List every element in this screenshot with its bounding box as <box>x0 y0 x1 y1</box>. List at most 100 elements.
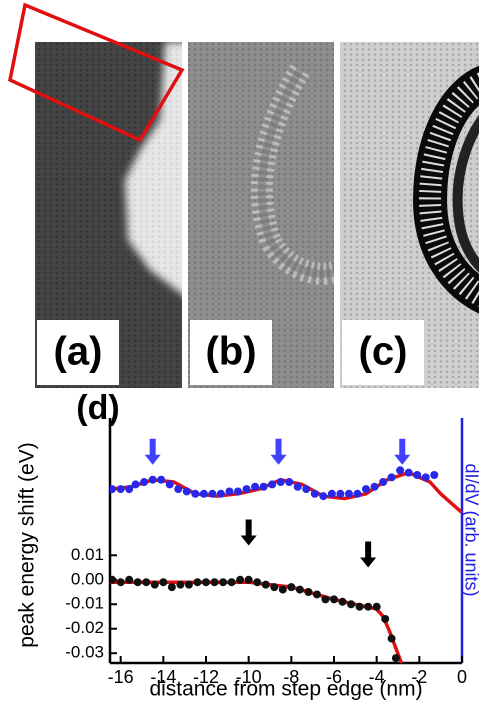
arrow <box>241 520 257 546</box>
data-point <box>183 487 191 495</box>
data-point <box>311 490 319 498</box>
data-point <box>373 603 381 611</box>
data-point <box>217 490 225 498</box>
data-point <box>125 576 133 584</box>
data-point <box>245 576 253 584</box>
data-point <box>379 478 387 486</box>
data-point <box>166 480 174 488</box>
data-point <box>151 581 159 589</box>
data-point <box>313 590 321 598</box>
panel-label: (b) <box>205 330 256 374</box>
arrow <box>360 542 376 568</box>
data-point <box>132 480 140 488</box>
data-point <box>356 603 364 611</box>
y-tick-label: -0.01 <box>65 594 104 613</box>
x-tick-label: -2 <box>411 667 427 687</box>
data-point <box>208 490 216 498</box>
data-point <box>353 490 361 498</box>
data-point <box>228 578 236 586</box>
y-axis-label: peak energy shift (eV) <box>16 442 39 647</box>
data-point <box>430 471 438 479</box>
x-tick-label: -12 <box>193 667 219 687</box>
plot-area <box>108 466 462 665</box>
data-point <box>392 654 400 662</box>
data-point <box>117 485 125 493</box>
data-point <box>279 586 287 594</box>
x-tick-label: -6 <box>326 667 342 687</box>
data-point <box>294 483 302 491</box>
data-point <box>193 578 201 586</box>
data-point <box>296 586 304 594</box>
y-tick-label: 0.00 <box>71 569 104 588</box>
x-tick-label: 0 <box>457 667 467 687</box>
data-point <box>388 473 396 481</box>
data-point <box>149 476 157 484</box>
data-point <box>328 490 336 498</box>
fit-line <box>110 582 402 665</box>
data-point <box>243 485 251 493</box>
data-point <box>336 490 344 498</box>
data-point <box>140 478 148 486</box>
data-point <box>287 583 295 591</box>
data-point <box>396 466 404 474</box>
data-point <box>125 485 133 493</box>
figure: (a) (b) (c) (d) distance from step edge … <box>0 0 479 702</box>
data-point <box>142 578 150 586</box>
data-point <box>234 487 242 495</box>
data-point <box>251 483 259 491</box>
data-point <box>422 473 430 481</box>
arrow <box>145 439 161 465</box>
data-point <box>330 595 338 603</box>
data-point <box>157 476 165 484</box>
data-point <box>413 471 421 479</box>
arrow <box>394 439 410 465</box>
y-tick-label: -0.02 <box>65 618 104 637</box>
data-point <box>219 578 227 586</box>
y2-axis-label: dI/dV (arb. units) <box>461 463 479 596</box>
data-point <box>262 581 270 589</box>
x-tick-label: -10 <box>236 667 262 687</box>
data-point <box>345 490 353 498</box>
data-point <box>285 478 293 486</box>
data-point <box>202 578 210 586</box>
data-point <box>225 487 233 495</box>
x-tick-label: -4 <box>369 667 385 687</box>
data-point <box>381 615 389 623</box>
data-point <box>347 600 355 608</box>
y-tick-label: 0.01 <box>71 545 104 564</box>
data-point <box>211 578 219 586</box>
data-point <box>371 483 379 491</box>
data-point <box>339 598 347 606</box>
data-point <box>159 578 167 586</box>
data-point <box>270 583 278 591</box>
data-point <box>302 485 310 493</box>
data-point <box>260 483 268 491</box>
panel-label: (a) <box>54 330 103 374</box>
data-point <box>321 595 329 603</box>
data-point <box>277 478 285 486</box>
data-point <box>185 581 193 589</box>
x-tick-label: -16 <box>108 667 134 687</box>
data-point <box>362 485 370 493</box>
data-point <box>191 490 199 498</box>
data-point <box>176 581 184 589</box>
data-point <box>134 578 142 586</box>
data-point <box>253 578 261 586</box>
arrow <box>271 439 287 465</box>
data-point <box>117 578 125 586</box>
data-point <box>174 485 182 493</box>
x-tick-label: -14 <box>150 667 176 687</box>
x-tick-label: -8 <box>283 667 299 687</box>
y-tick-label: -0.03 <box>65 643 104 662</box>
data-point <box>168 583 176 591</box>
data-point <box>268 480 276 488</box>
panel-label: (d) <box>76 389 119 427</box>
data-point <box>236 576 244 584</box>
data-point <box>388 635 396 643</box>
data-point <box>319 492 327 500</box>
data-point <box>405 469 413 477</box>
panel-label: (c) <box>359 330 408 374</box>
data-point <box>304 588 312 596</box>
data-point <box>200 490 208 498</box>
data-point <box>364 603 372 611</box>
